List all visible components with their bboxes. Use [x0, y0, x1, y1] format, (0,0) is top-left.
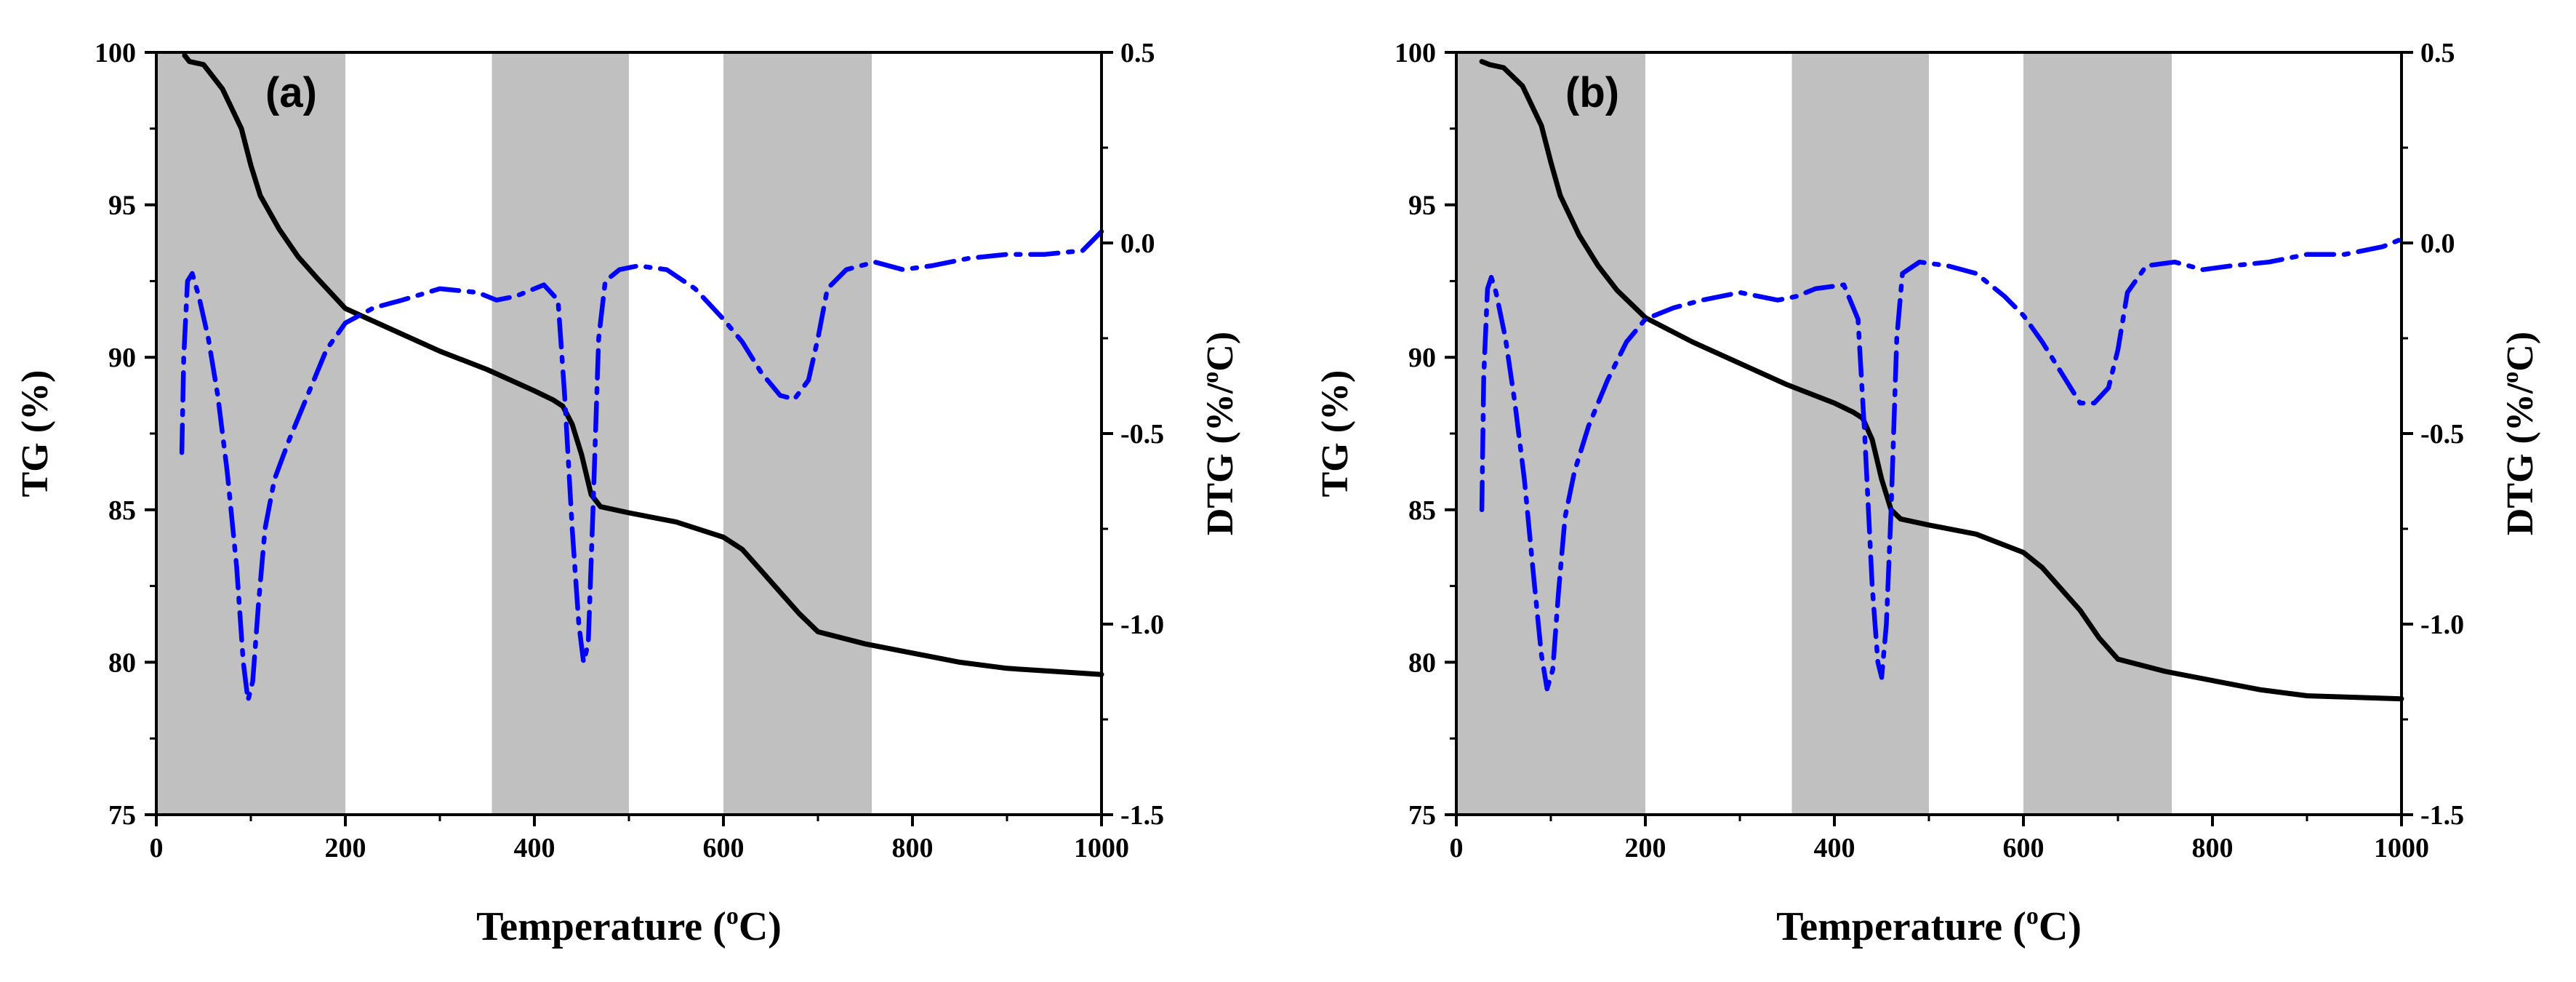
panel-b-x-tick-label: 400 [1814, 833, 1855, 863]
panel-a-y-right-tick-label: -1.5 [1120, 800, 1164, 831]
panel-b-x-axis-title-end: C) [2039, 904, 2082, 949]
panel-b-y-left-tick-label: 80 [1408, 647, 1436, 678]
panel-b-y-right-tick-label: -0.5 [2420, 419, 2464, 450]
panel-b-x-tick-label: 200 [1625, 833, 1666, 863]
panel-b-y-left-axis-title: TG (%) [1315, 370, 1356, 498]
panel-a-y-left-tick-label: 85 [108, 495, 136, 526]
panel-b-shaded-region-3 [2023, 52, 2172, 815]
panel-a-shaded-region-3 [723, 52, 872, 815]
panel-a-x-tick-label: 200 [325, 833, 366, 863]
panel-b-y-right-tick-label: 0.0 [2420, 228, 2455, 259]
panel-a-x-axis-title-end: C) [739, 904, 782, 949]
panel-a-y-right-tick-label: 0.5 [1120, 38, 1155, 68]
panel-a-x-axis-title-main: Temperature ( [476, 904, 726, 949]
panel-a-y-left-axis-title: TG (%) [15, 370, 56, 498]
panel-b-y-right-axis-title-end: C) [2500, 332, 2541, 372]
panel-b-y-left-tick-label: 95 [1408, 191, 1436, 221]
panel-b-label: (b) [1565, 69, 1619, 116]
panel-a-label: (a) [265, 69, 317, 116]
panel-a-y-left-tick-label: 95 [108, 191, 136, 221]
panel-a-y-left-tick-label: 75 [108, 800, 136, 831]
panel-a-y-right-tick-label: -0.5 [1120, 419, 1164, 450]
panel-b-y-left-tick-label: 100 [1395, 38, 1436, 68]
panel-a-y-left-tick-label: 90 [108, 343, 136, 373]
panel-b-x-axis-title-main: Temperature ( [1776, 904, 2026, 949]
panel-b-dtg-line [1479, 236, 2404, 692]
panel-a-y-left-tick-label: 100 [95, 38, 136, 68]
panel-b-y-right-axis-title-sup: o [2497, 372, 2523, 383]
panel-a-x-tick-label: 0 [150, 833, 164, 863]
panel-a-y-right-tick-label: 0.0 [1120, 228, 1155, 259]
panel-b-y-right-tick-label: 0.5 [2420, 38, 2455, 68]
panel-a-shaded-region-2 [491, 52, 629, 815]
panel-b-tg-line [1479, 59, 2404, 702]
panel-b-y-right-axis-title: DTG (%/oC) [2497, 332, 2541, 535]
panel-b-shaded-region-1 [1456, 52, 1645, 815]
panel-a-x-tick-label: 1000 [1074, 833, 1129, 863]
panel-b-x-axis-title-sup: o [2026, 903, 2039, 930]
panel-a-y-right-axis-title: DTG (%/oC) [1197, 332, 1241, 535]
panel-b-x-tick-label: 1000 [2374, 833, 2429, 863]
panel-b-y-left-tick-label: 85 [1408, 495, 1436, 526]
panel-a-x-tick-label: 400 [514, 833, 555, 863]
panel-b-y-right-tick-label: -1.0 [2420, 610, 2464, 640]
panel-a-y-right-tick-label: -1.0 [1120, 610, 1164, 640]
panel-b-y-left-tick-label: 75 [1408, 800, 1436, 831]
panel-b-y-left-tick-label: 90 [1408, 343, 1436, 373]
panel-b-x-axis-title: Temperature (oC) [1776, 903, 2082, 949]
panel-a-y-right-axis-title-sup: o [1197, 372, 1223, 383]
panel-a-y-right-axis-title-main: DTG (%/ [1200, 383, 1241, 535]
panel-a: 0 200 400 600 800 1000 75 80 85 90 95 100 -1.5 -1.0 -0… [15, 38, 1241, 949]
panel-b-x-tick-label: 800 [2192, 833, 2234, 863]
panel-b-shaded-region-2 [1791, 52, 1929, 815]
panel-a-tg-line [182, 52, 1104, 677]
panel-a-x-axis-title-sup: o [726, 903, 739, 930]
panel-b-x-tick-label: 0 [1450, 833, 1464, 863]
panel-a-y-right-axis-title-end: C) [1200, 332, 1241, 372]
panel-a-x-tick-label: 800 [892, 833, 934, 863]
panel-a-y-left-tick-label: 80 [108, 647, 136, 678]
panel-b-x-tick-label: 600 [2003, 833, 2045, 863]
panel-b: 0 200 400 600 800 1000 75 80 85 90 95 100 -1.5 -1.0 -0… [1315, 38, 2541, 949]
panel-a-x-tick-label: 600 [703, 833, 745, 863]
panel-a-x-axis-title: Temperature (oC) [476, 903, 782, 949]
panel-a-shaded-region-1 [156, 52, 345, 815]
panel-b-y-right-tick-label: -1.5 [2420, 800, 2464, 831]
panel-a-dtg-line [179, 229, 1104, 703]
panel-b-y-right-axis-title-main: DTG (%/ [2500, 383, 2541, 535]
